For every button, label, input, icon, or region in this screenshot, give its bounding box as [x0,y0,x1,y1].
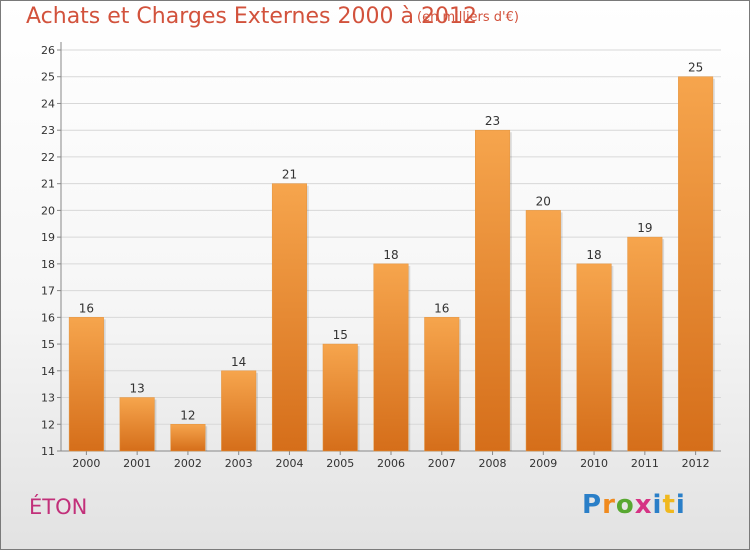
x-tick-label: 2002 [174,457,202,470]
bar-2008 [475,129,511,452]
y-tick-label: 17 [41,285,55,298]
bar-2000 [68,317,104,452]
y-tick-label: 26 [41,44,55,57]
y-tick-label: 20 [41,204,55,217]
y-tick-label: 19 [41,231,55,244]
location-label: ÉTON [29,495,88,519]
bar-2007 [424,317,460,452]
data-label: 18 [586,248,601,262]
data-labels: 16 13 12 14 21 15 18 16 23 20 18 19 25 [79,61,704,423]
proxiti-logo: Proxiti [582,490,686,520]
y-tick-label: 23 [41,124,55,137]
y-tick-label: 13 [41,392,55,405]
data-label: 16 [79,301,94,315]
bar-2002 [170,424,206,452]
x-tick-label: 2000 [72,457,100,470]
bar-2001 [119,397,155,452]
y-tick-label: 16 [41,311,55,324]
bar-2009 [525,210,561,452]
x-tick-label: 2006 [377,457,405,470]
bar-2005 [322,343,358,452]
bar-2006 [373,263,409,452]
y-tick-label: 18 [41,258,55,271]
y-tick-label: 24 [41,97,55,110]
y-tick-label: 15 [41,338,55,351]
data-label: 13 [130,382,145,396]
x-tick-label: 2005 [326,457,354,470]
chart-subtitle: (en milliers d'€) [417,10,519,25]
x-tick-label: 2007 [428,457,456,470]
x-tick-label: 2009 [529,457,557,470]
x-tick-labels: 2000 2001 2002 2003 2004 2005 2006 2007 2008 2009… [72,457,709,470]
bars [68,76,715,452]
data-label: 19 [637,221,652,235]
x-tick-label: 2001 [123,457,151,470]
data-label: 12 [180,408,195,422]
data-label: 20 [536,194,551,208]
data-label: 15 [333,328,348,342]
bar-2012 [678,76,714,452]
x-tick-label: 2003 [225,457,253,470]
y-tick-label: 21 [41,178,55,191]
y-tick-label: 22 [41,151,55,164]
data-label: 25 [688,61,703,75]
x-tick-label: 2004 [275,457,303,470]
y-tick-labels: 11 12 13 14 15 16 17 18 19 20 21 22 23 24 25 26 [41,44,55,458]
x-tick-label: 2010 [580,457,608,470]
bar-2011 [627,236,663,452]
x-tick-label: 2008 [479,457,507,470]
y-tick-label: 12 [41,418,55,431]
x-tick-label: 2012 [682,457,710,470]
data-label: 16 [434,301,449,315]
chart-title: Achats et Charges Externes 2000 à 2012 [26,4,477,29]
y-tick-label: 25 [41,71,55,84]
bar-2003 [221,370,257,452]
data-label: 18 [383,248,398,262]
data-label: 21 [282,168,297,182]
y-tick-label: 14 [41,365,55,378]
bar-2010 [576,263,612,452]
data-label: 14 [231,355,246,369]
y-tick-label: 11 [41,445,55,458]
x-tick-label: 2011 [631,457,659,470]
data-label: 23 [485,114,500,128]
bar-2004 [271,183,307,452]
